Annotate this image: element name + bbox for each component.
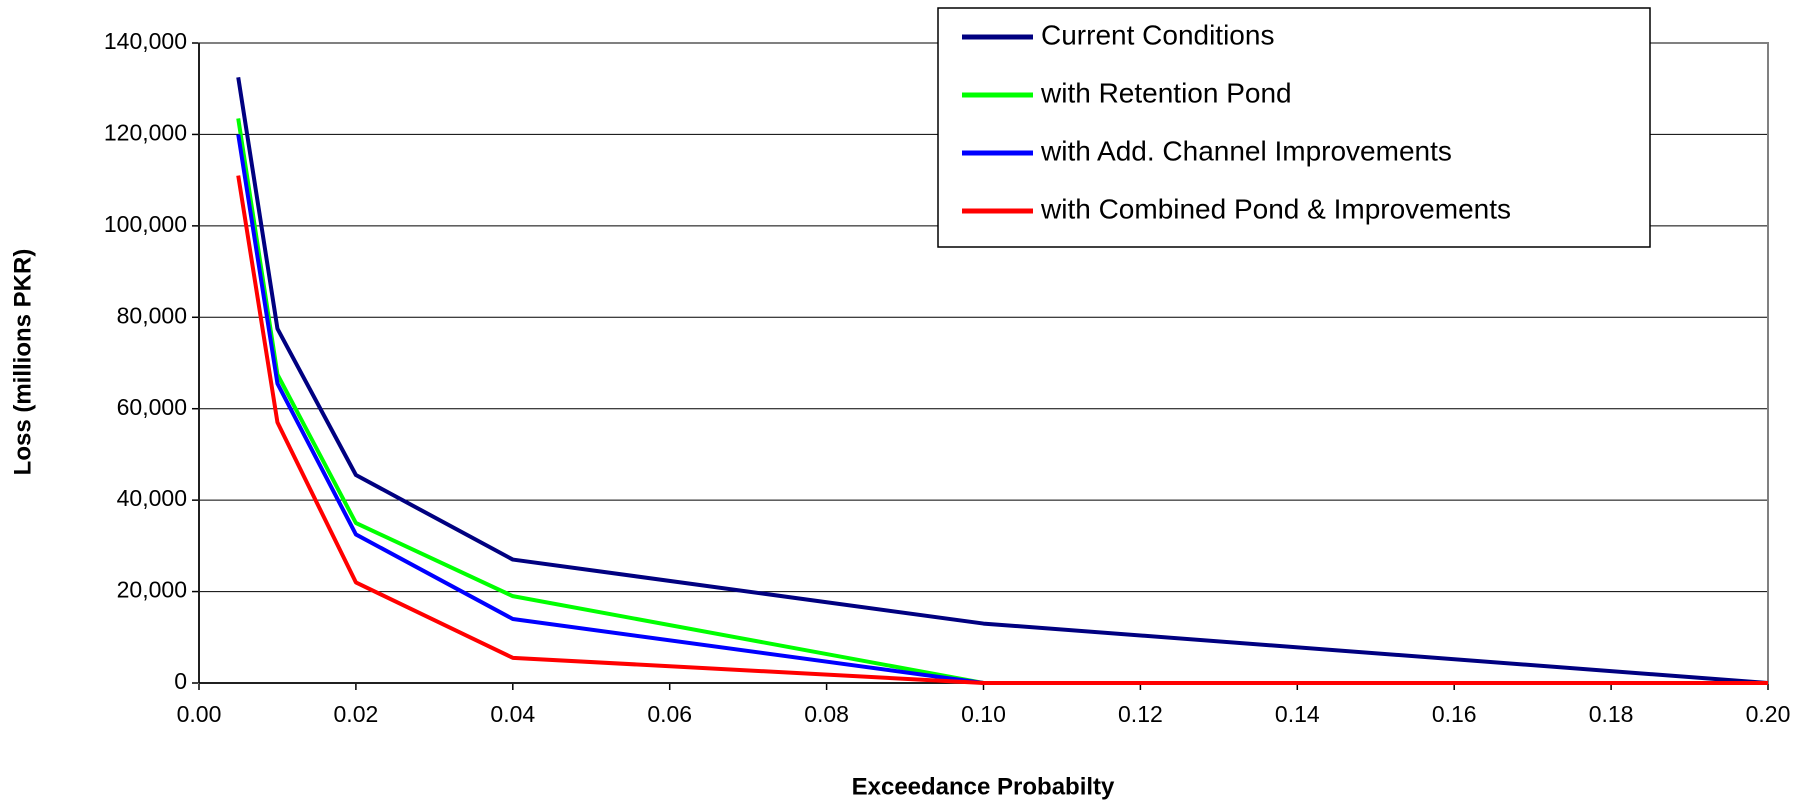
x-axis-title: Exceedance Probabilty [852,773,1115,800]
x-tick-label: 0.02 [334,701,379,727]
series-line [236,76,1769,685]
legend-label: with Combined Pond & Improvements [1040,193,1511,224]
y-tick-label: 100,000 [104,211,187,237]
x-tick-label: 0.04 [490,701,535,727]
x-tick-label: 0.18 [1589,701,1634,727]
y-tick-label: 140,000 [104,28,187,54]
y-tick-label: 80,000 [117,302,187,328]
y-axis-title: Loss (millions PKR) [9,249,36,476]
y-tick-label: 0 [174,668,187,694]
legend-box [937,7,1651,248]
y-tick-label: 60,000 [117,394,187,420]
y-tick-label: 120,000 [104,120,187,146]
x-tick-label: 0.00 [177,701,222,727]
x-tick-label: 0.06 [647,701,692,727]
legend-label: with Retention Pond [1040,77,1292,108]
x-tick-label: 0.10 [961,701,1006,727]
x-tick-label: 0.14 [1275,701,1320,727]
series-line [236,175,1768,685]
x-tick-label: 0.20 [1746,701,1791,727]
legend-label: Current Conditions [1041,19,1274,50]
y-tick-label: 20,000 [117,577,187,603]
y-tick-label: 40,000 [117,485,187,511]
x-tick-label: 0.12 [1118,701,1163,727]
x-tick-label: 0.08 [804,701,849,727]
legend-label: with Add. Channel Improvements [1040,135,1452,166]
x-tick-label: 0.16 [1432,701,1477,727]
